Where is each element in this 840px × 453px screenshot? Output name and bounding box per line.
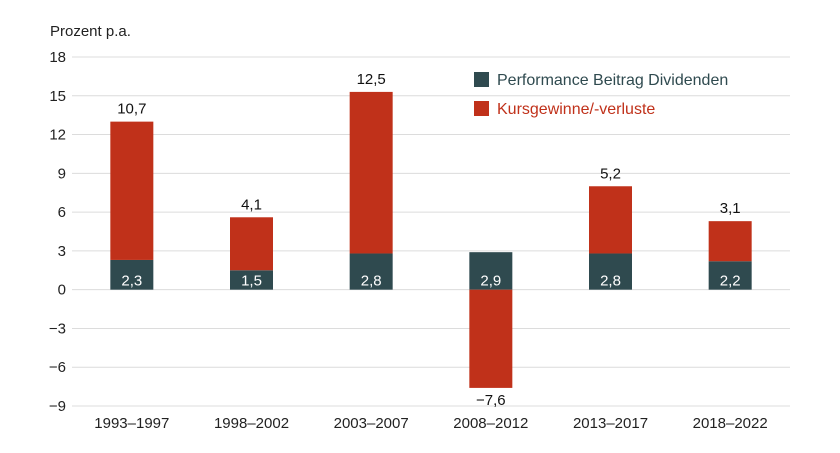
gridlines	[72, 56, 790, 407]
data-label-dividend: 2,8	[600, 273, 621, 290]
bar-price	[349, 91, 393, 254]
y-tick-label: 6	[58, 204, 66, 221]
legend-label: Kursgewinne/-verluste	[497, 101, 655, 118]
bar-dividend	[589, 253, 632, 290]
y-tick-label: 0	[58, 282, 66, 299]
y-axis-label: Prozent p.a.	[50, 23, 131, 40]
y-tick-label: 18	[49, 49, 66, 66]
data-label-dividend: 2,8	[361, 273, 382, 290]
y-tick-label: 3	[58, 243, 66, 260]
x-tick-label: 1998–2002	[214, 415, 289, 432]
bar-price	[110, 121, 154, 260]
y-tick-label: 9	[58, 165, 66, 182]
y-tick-label: −6	[49, 359, 66, 376]
bar-price	[589, 186, 632, 254]
y-tick-label: −3	[49, 320, 66, 337]
bar-price	[708, 221, 752, 262]
x-tick-label: 2008–2012	[453, 415, 528, 432]
y-tick-label: 12	[49, 127, 66, 144]
data-label-price: 5,2	[600, 165, 621, 182]
x-axis-ticks: 1993–1997 1998–2002 2003–2007 2008–2012 2013…	[94, 415, 767, 432]
x-tick-label: 2018–2022	[693, 415, 768, 432]
legend-swatch	[474, 101, 489, 116]
data-label-price: 12,5	[357, 71, 386, 88]
y-axis-ticks: 18 15 12 9 6 3 0 −3 −6 −9	[49, 49, 66, 415]
bar-dividend	[708, 261, 752, 290]
data-label-dividend: 2,9	[480, 273, 501, 290]
x-tick-label: 1993–1997	[94, 415, 169, 432]
y-tick-label: −9	[49, 398, 66, 415]
x-tick-label: 2013–2017	[573, 415, 648, 432]
bar-dividend	[469, 252, 513, 290]
data-label-dividend: 2,2	[720, 273, 741, 290]
bar-dividend	[230, 270, 273, 290]
data-label-dividend: 1,5	[241, 273, 262, 290]
legend-label: Performance Beitrag Dividenden	[497, 72, 728, 89]
bar-dividend	[349, 253, 393, 290]
legend-swatch	[474, 72, 489, 87]
bars: 2,3 10,7 1,5 4,1 2,8 12,5 2,9 −7,6 2,8 5,2 2,2 3,1	[110, 71, 752, 409]
data-label-dividend: 2,3	[121, 273, 142, 290]
bar-dividend	[110, 259, 154, 290]
data-label-price: 3,1	[720, 200, 741, 217]
legend: Performance Beitrag Dividenden Kursgewinn…	[474, 72, 728, 118]
bar-price	[230, 217, 273, 271]
data-label-price: 4,1	[241, 196, 262, 213]
data-label-price: −7,6	[476, 392, 506, 409]
y-tick-label: 15	[49, 88, 66, 105]
x-tick-label: 2003–2007	[334, 415, 409, 432]
bar-price	[469, 289, 513, 388]
data-label-price: 10,7	[117, 101, 146, 118]
